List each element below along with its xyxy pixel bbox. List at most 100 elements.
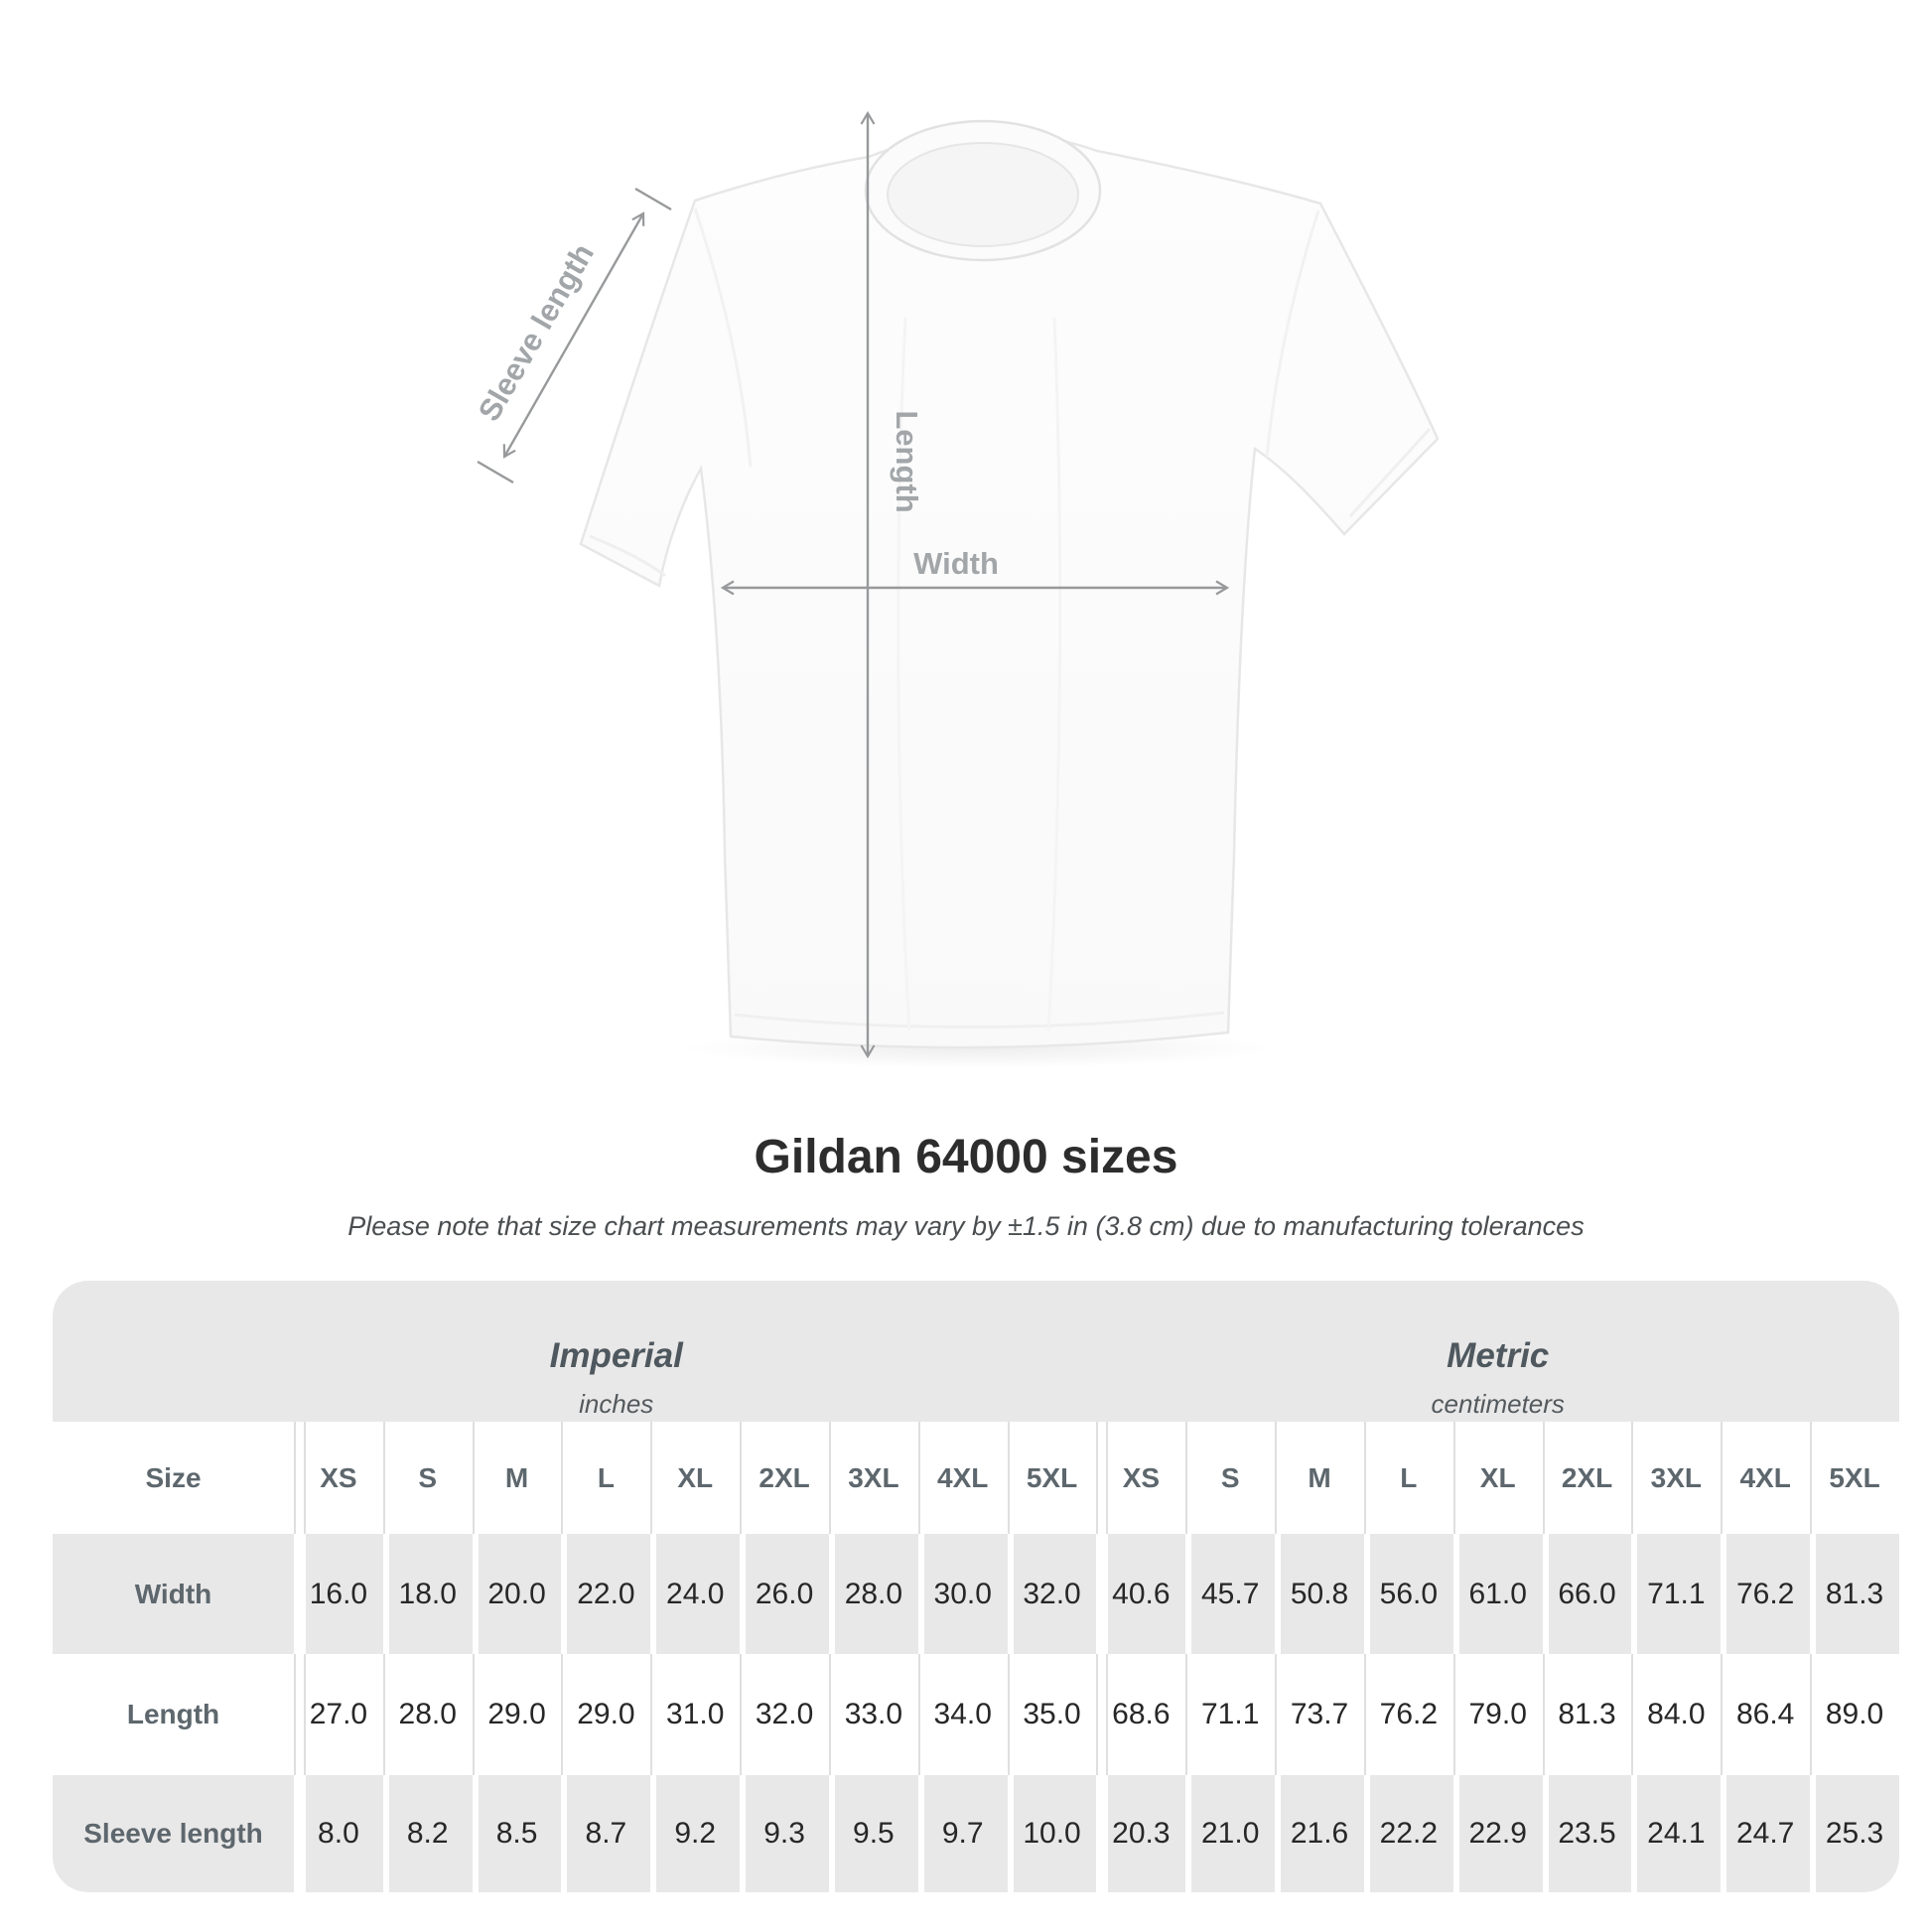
value-cell: 40.6 [1096,1534,1186,1654]
value-cell: 30.0 [917,1534,1008,1654]
size-header-cell: 2XL [740,1422,829,1534]
value-cell: 18.0 [382,1534,473,1654]
size-header-cell: XL [650,1422,741,1534]
size-header-cell: L [1363,1422,1453,1534]
size-chart: Imperial inches Metric centimeters Size … [53,1281,1899,1892]
size-header-cell: S [1185,1422,1276,1534]
imperial-unit: inches [579,1389,654,1419]
value-cell: 61.0 [1452,1534,1543,1654]
row-label-sleeve-length: Sleeve length [53,1775,294,1892]
value-cell: 16.0 [294,1534,383,1654]
value-cell: 9.5 [828,1775,918,1892]
value-cell: 34.0 [917,1654,1008,1775]
unit-group-imperial: Imperial inches [53,1281,1097,1422]
value-cell: 73.7 [1275,1654,1364,1775]
size-header-cell: XS [294,1422,383,1534]
size-header-cell: 3XL [828,1422,918,1534]
value-cell: 86.4 [1721,1654,1811,1775]
value-cell: 25.3 [1810,1775,1899,1892]
value-cell: 56.0 [1363,1534,1453,1654]
value-cell: 45.7 [1185,1534,1276,1654]
sleeve-length-row: Sleeve length 8.0 8.2 8.5 8.7 9.2 9.3 9.… [53,1775,1899,1892]
value-cell: 9.2 [650,1775,741,1892]
size-corner-label: Size [53,1422,294,1534]
size-header-cell: 5XL [1810,1422,1899,1534]
value-cell: 79.0 [1452,1654,1543,1775]
size-chart-table: Imperial inches Metric centimeters Size … [53,1281,1899,1892]
value-cell: 84.0 [1631,1654,1722,1775]
size-header-cell: 4XL [1721,1422,1811,1534]
value-cell: 81.3 [1810,1534,1899,1654]
value-cell: 76.2 [1721,1534,1811,1654]
value-cell: 8.0 [294,1775,383,1892]
value-cell: 76.2 [1363,1654,1453,1775]
size-header-cell: 5XL [1007,1422,1097,1534]
value-cell: 10.0 [1007,1775,1097,1892]
value-cell: 8.5 [472,1775,562,1892]
size-header-cell: 2XL [1542,1422,1632,1534]
value-cell: 66.0 [1542,1534,1632,1654]
value-cell: 22.2 [1363,1775,1453,1892]
size-header-cell: XL [1452,1422,1543,1534]
value-cell: 8.7 [561,1775,651,1892]
size-header-cell: 4XL [917,1422,1008,1534]
value-cell: 29.0 [472,1654,562,1775]
value-cell: 9.7 [917,1775,1008,1892]
sleeve-length-arrow [502,211,645,459]
value-cell: 24.7 [1721,1775,1811,1892]
tshirt-illustration [579,119,1440,1049]
value-cell: 8.2 [382,1775,473,1892]
value-cell: 31.0 [650,1654,741,1775]
unit-header-row: Imperial inches Metric centimeters [53,1281,1899,1422]
value-cell: 50.8 [1275,1534,1364,1654]
value-cell: 9.3 [740,1775,829,1892]
value-cell: 35.0 [1007,1654,1097,1775]
tolerance-note: Please note that size chart measurements… [347,1211,1585,1241]
tshirt-diagram: Width Length Sleeve length [472,110,1440,1068]
value-cell: 21.6 [1275,1775,1364,1892]
size-header-row: Size XS S M L XL 2XL 3XL 4XL 5XL XS S M … [53,1422,1899,1534]
metric-label: Metric [1447,1336,1550,1375]
size-header-cell: S [382,1422,473,1534]
row-label-width: Width [53,1534,294,1654]
value-cell: 89.0 [1810,1654,1899,1775]
size-header-cell: L [561,1422,651,1534]
value-cell: 22.0 [561,1534,651,1654]
value-cell: 29.0 [561,1654,651,1775]
value-cell: 23.5 [1542,1775,1632,1892]
value-cell: 22.9 [1452,1775,1543,1892]
page-title: Gildan 64000 sizes [754,1131,1178,1183]
value-cell: 71.1 [1631,1534,1722,1654]
value-cell: 28.0 [382,1654,473,1775]
value-cell: 32.0 [1007,1534,1097,1654]
imperial-label: Imperial [549,1336,683,1375]
value-cell: 24.1 [1631,1775,1722,1892]
value-cell: 33.0 [828,1654,918,1775]
size-header-cell: 3XL [1631,1422,1722,1534]
value-cell: 20.0 [472,1534,562,1654]
value-cell: 27.0 [294,1654,383,1775]
width-label: Width [913,546,999,581]
size-header-cell: M [1275,1422,1364,1534]
value-cell: 20.3 [1096,1775,1186,1892]
sleeve-arrow-tick-top [634,187,672,211]
value-cell: 26.0 [740,1534,829,1654]
size-header-cell: M [472,1422,562,1534]
value-cell: 32.0 [740,1654,829,1775]
measurement-annotations [477,110,1230,1059]
length-row: Length 27.0 28.0 29.0 29.0 31.0 32.0 33.… [53,1654,1899,1775]
value-cell: 21.0 [1185,1775,1276,1892]
unit-group-metric: Metric centimeters [1096,1281,1899,1422]
value-cell: 24.0 [650,1534,741,1654]
width-row: Width 16.0 18.0 20.0 22.0 24.0 26.0 28.0… [53,1534,1899,1654]
length-label: Length [890,410,924,512]
sleeve-length-label: Sleeve length [472,237,601,427]
metric-unit: centimeters [1431,1389,1565,1419]
value-cell: 28.0 [828,1534,918,1654]
value-cell: 68.6 [1096,1654,1186,1775]
size-header-cell: XS [1096,1422,1186,1534]
value-cell: 81.3 [1542,1654,1632,1775]
sleeve-arrow-tick-bottom [477,460,514,484]
row-label-length: Length [53,1654,294,1775]
